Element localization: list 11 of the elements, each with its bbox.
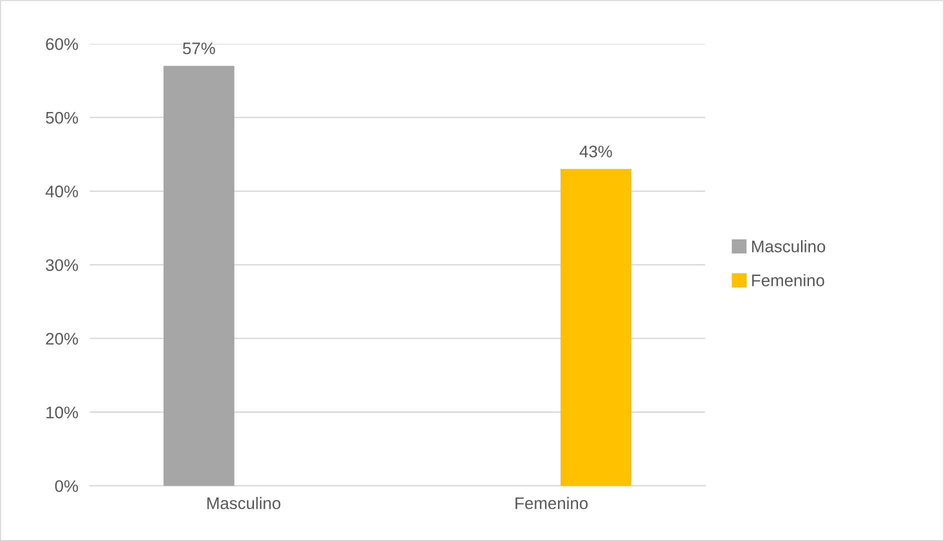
data-label: 57%: [182, 42, 216, 54]
y-tick-label: 30%: [46, 259, 78, 272]
y-tick-label: 40%: [46, 186, 78, 198]
y-tick-label: 20%: [46, 332, 78, 345]
legend-label: Femenino: [752, 274, 824, 286]
legend-label: Masculino: [752, 240, 826, 252]
y-tick-label: 0%: [55, 480, 78, 492]
data-label: 43%: [580, 146, 612, 158]
y-tick-label: 60%: [46, 38, 78, 50]
y-tick-label: 10%: [46, 406, 78, 418]
y-tick-label: 50%: [46, 112, 78, 124]
